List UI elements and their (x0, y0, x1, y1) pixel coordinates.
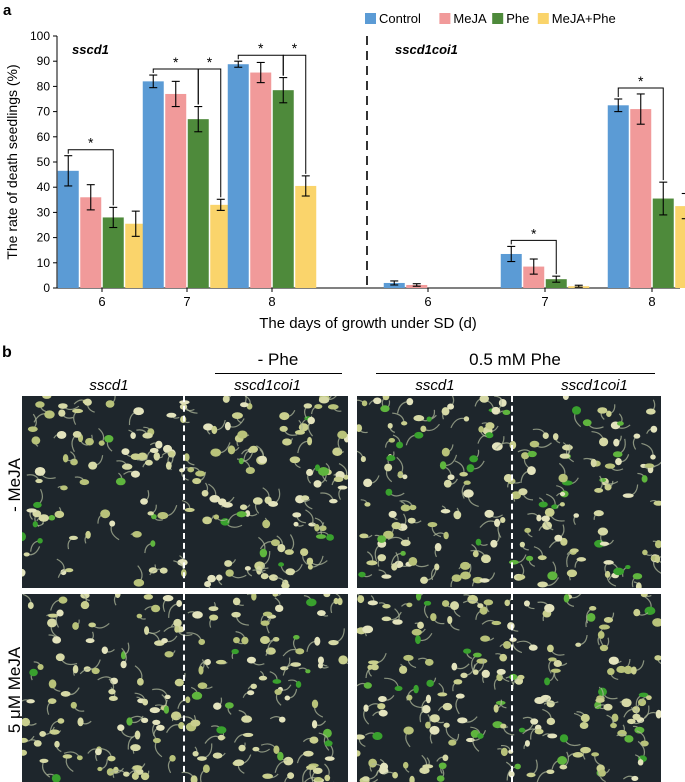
y-tick-label: 100 (30, 29, 50, 43)
y-tick-label: 90 (37, 54, 51, 68)
legend-swatch (492, 13, 504, 24)
bar-chart: a 0 10 20 30 40 50 60 70 80 90 100 The rate of death… (3, 2, 685, 332)
y-tick-label: 20 (37, 231, 51, 245)
significance-star: * (258, 40, 264, 56)
panel-b: b - Phe 0.5 mM Phe sscd1 sscd1coi1 sscd1… (0, 340, 685, 782)
bar (80, 197, 102, 288)
genotype-label: sscd1 (72, 42, 109, 57)
photo-divider (183, 396, 185, 588)
bar (227, 64, 249, 288)
legend-swatch (537, 13, 549, 24)
panel-a-letter: a (3, 2, 12, 19)
y-axis-label: The rate of death seedlings (%) (4, 64, 20, 259)
genotype-label: sscd1coi1 (395, 42, 458, 57)
genotype-label: sscd1coi1 (561, 377, 628, 394)
significance-bracket (510, 239, 557, 275)
bar (187, 119, 209, 288)
legend-label: Phe (506, 11, 529, 26)
genotype-label: sscd1 (89, 377, 129, 394)
bar (250, 72, 272, 288)
bar (210, 204, 232, 288)
seedling-photo (357, 396, 661, 588)
bar (142, 81, 164, 288)
significance-star: * (531, 225, 537, 241)
bar (272, 90, 294, 289)
condition-label-no-phe: - Phe (257, 350, 299, 369)
legend-label: Control (379, 11, 421, 26)
legend-label: MeJA+Phe (552, 11, 616, 26)
significance-star: * (173, 54, 179, 70)
bar (102, 217, 124, 288)
photo-divider (511, 594, 513, 782)
bar (607, 105, 629, 288)
condition-underline-phe (376, 373, 655, 374)
bar (500, 253, 522, 288)
condition-label-phe: 0.5 mM Phe (469, 350, 561, 369)
x-tick-label: 8 (268, 294, 275, 309)
y-tick-label: 50 (37, 155, 51, 169)
seedling-texture (357, 396, 661, 588)
bar (675, 206, 685, 288)
bar (125, 223, 147, 288)
seedling-texture (22, 396, 348, 588)
y-tick-label: 10 (37, 256, 51, 270)
x-tick-label: 8 (648, 294, 655, 309)
significance-bracket (282, 54, 307, 174)
significance-bracket (67, 149, 114, 206)
y-tick-label: 40 (37, 180, 51, 194)
bar (652, 198, 674, 288)
x-tick-label: 6 (424, 294, 431, 309)
x-axis-label: The days of growth under SD (d) (259, 315, 477, 332)
bar (545, 279, 567, 288)
genotype-label: sscd1 (415, 377, 455, 394)
significance-star: * (638, 73, 644, 89)
seedling-texture (22, 594, 348, 782)
bar (57, 170, 79, 288)
y-tick-label: 30 (37, 205, 51, 219)
bar (295, 185, 317, 288)
significance-star: * (292, 40, 298, 56)
bar (523, 266, 545, 288)
photo-divider (183, 594, 185, 782)
seedling-photo (357, 594, 661, 782)
y-tick-label: 0 (43, 281, 50, 295)
y-tick-label: 60 (37, 130, 51, 144)
x-tick-label: 7 (183, 294, 190, 309)
y-tick-label: 80 (37, 79, 51, 93)
legend-swatch (439, 13, 451, 24)
y-tick-label: 70 (37, 105, 51, 119)
bar (630, 109, 652, 288)
genotype-label: sscd1coi1 (234, 377, 301, 394)
significance-bracket (197, 68, 222, 198)
photo-divider (511, 396, 513, 588)
bar (165, 93, 187, 289)
seedling-photo (22, 594, 348, 782)
seedling-photo (22, 396, 348, 588)
x-tick-label: 7 (541, 294, 548, 309)
significance-star: * (207, 54, 213, 70)
panel-b-letter: b (2, 344, 12, 361)
legend-swatch (365, 13, 376, 24)
condition-underline-no-phe (215, 373, 342, 374)
significance-bracket (617, 87, 664, 181)
x-tick-label: 6 (98, 294, 105, 309)
significance-star: * (88, 135, 94, 151)
legend-label: MeJA (453, 11, 487, 26)
seedling-texture (357, 594, 661, 782)
